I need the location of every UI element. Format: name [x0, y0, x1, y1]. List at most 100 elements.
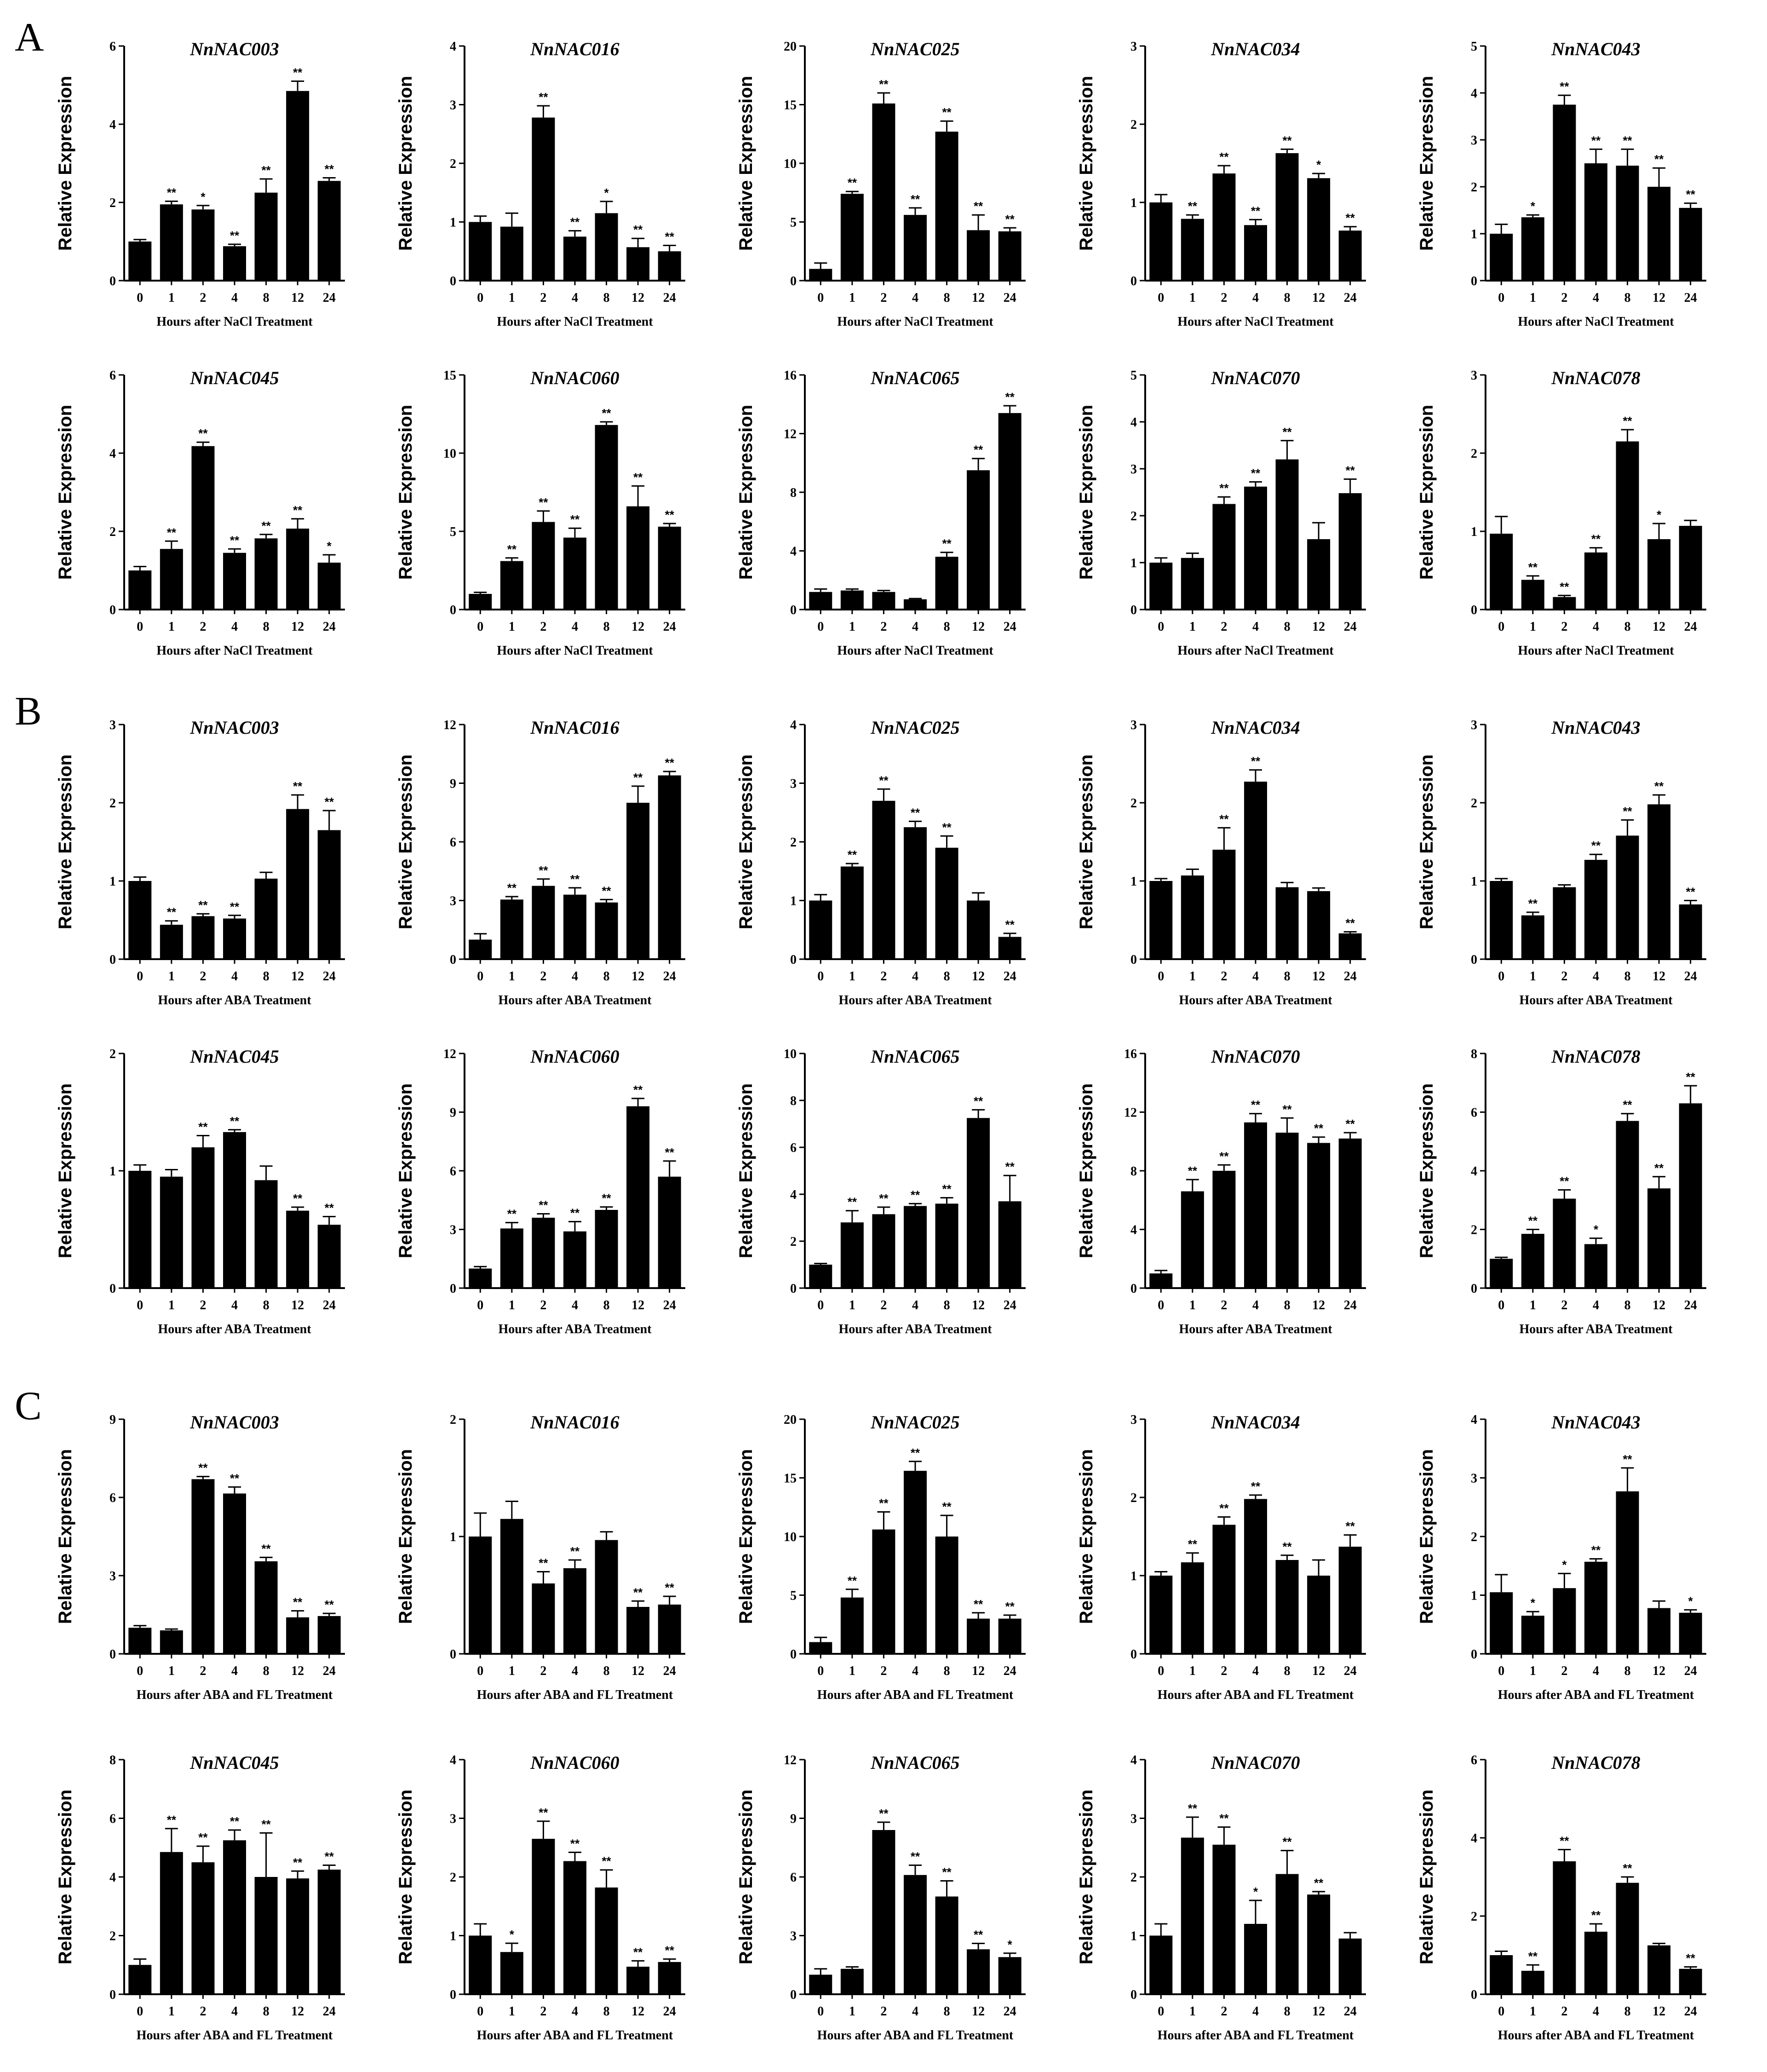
- significance-label: **: [507, 881, 517, 895]
- bar: [1244, 782, 1267, 959]
- bar: [563, 537, 586, 610]
- x-tick-label: 1: [509, 969, 515, 984]
- bar: [658, 251, 681, 281]
- significance-label: **: [570, 872, 580, 886]
- x-axis-label: Hours after ABA and FL Treatment: [1498, 1688, 1694, 1702]
- bar: [223, 246, 246, 281]
- y-tick-label: 4: [109, 1871, 116, 1885]
- significance-label: **: [293, 1855, 303, 1869]
- bar: [658, 1604, 681, 1654]
- significance-label: **: [293, 66, 303, 80]
- y-tick-label: 1: [450, 1929, 456, 1944]
- bar: [1553, 1198, 1576, 1288]
- y-tick-label: 1: [1471, 227, 1477, 242]
- bar: [469, 594, 492, 610]
- bar: [809, 592, 832, 610]
- x-tick-label: 24: [323, 1298, 336, 1312]
- y-tick-label: 0: [790, 603, 797, 617]
- x-tick-label: 24: [1344, 1664, 1357, 1678]
- x-tick-label: 2: [540, 2004, 546, 2019]
- y-axis-label: Relative Expression: [396, 76, 416, 251]
- significance-label: **: [1686, 1070, 1696, 1084]
- x-tick-label: 8: [1284, 1664, 1291, 1678]
- y-tick-label: 0: [450, 1988, 456, 2002]
- y-tick-label: 2: [1130, 1871, 1137, 1885]
- x-tick-label: 4: [912, 620, 918, 634]
- x-tick-label: 24: [1684, 291, 1697, 305]
- chart-title: NnNAC070: [1211, 1046, 1300, 1067]
- bar: [254, 1180, 278, 1288]
- y-tick-label: 0: [1130, 953, 1137, 967]
- bar: [254, 1877, 278, 1994]
- x-tick-label: 24: [663, 291, 676, 305]
- x-tick-label: 4: [231, 1298, 238, 1312]
- x-tick-label: 1: [1530, 969, 1536, 984]
- x-axis-label: Hours after ABA Treatment: [1519, 1322, 1673, 1336]
- bar: [500, 899, 523, 959]
- bar: [254, 192, 278, 281]
- significance-label: **: [1251, 1098, 1261, 1112]
- significance-label: **: [665, 508, 675, 522]
- bar: [1275, 1874, 1299, 1994]
- y-axis-label: Relative Expression: [55, 405, 75, 580]
- bar: [1212, 504, 1236, 610]
- bar: [904, 1875, 927, 1994]
- y-tick-label: 10: [784, 1047, 797, 1061]
- y-tick-label: 0: [1130, 1647, 1137, 1662]
- bar: [191, 209, 215, 281]
- bar: [1181, 219, 1204, 281]
- bar: [469, 939, 492, 959]
- y-tick-label: 0: [1130, 1282, 1137, 1296]
- bar: [935, 1203, 958, 1288]
- significance-label: *: [1531, 1596, 1536, 1610]
- bar: [1244, 486, 1267, 610]
- x-axis-label: Hours after ABA and FL Treatment: [817, 1688, 1014, 1702]
- chart-title: NnNAC043: [1551, 1412, 1640, 1433]
- x-tick-label: 12: [972, 1298, 985, 1312]
- bar: [1181, 1191, 1204, 1288]
- bar: [254, 1561, 278, 1654]
- y-tick-label: 2: [109, 196, 116, 210]
- x-tick-label: 4: [912, 291, 918, 305]
- significance-label: **: [879, 77, 889, 91]
- x-tick-label: 2: [200, 1298, 206, 1312]
- bar: [286, 1210, 310, 1288]
- chart-title: NnNAC060: [530, 1752, 619, 1773]
- x-tick-label: 0: [1498, 291, 1504, 305]
- bar: [1584, 163, 1607, 281]
- x-tick-label: 4: [231, 2004, 238, 2019]
- x-tick-label: 0: [477, 969, 483, 984]
- bar: [658, 1962, 681, 1994]
- x-tick-label: 1: [168, 2004, 175, 2019]
- y-tick-label: 15: [443, 368, 456, 383]
- chart-title: NnNAC045: [189, 1046, 279, 1067]
- chart-title: NnNAC060: [530, 368, 619, 388]
- x-axis-label: Hours after ABA and FL Treatment: [477, 1688, 673, 1702]
- significance-label: **: [1560, 80, 1569, 93]
- bar: [1338, 933, 1362, 959]
- y-tick-label: 5: [1471, 40, 1477, 54]
- x-tick-label: 4: [1252, 620, 1259, 634]
- significance-label: **: [1346, 1117, 1355, 1131]
- y-axis-label: Relative Expression: [1076, 405, 1096, 580]
- significance-label: **: [198, 1830, 208, 1844]
- bar: [1149, 563, 1173, 610]
- y-tick-label: 0: [790, 274, 797, 288]
- significance-label: **: [325, 1850, 334, 1864]
- x-tick-label: 2: [1561, 969, 1567, 984]
- bar: [128, 881, 152, 959]
- x-tick-label: 0: [1498, 620, 1504, 634]
- significance-label: **: [1282, 1835, 1292, 1849]
- y-tick-label: 3: [109, 1569, 116, 1583]
- significance-label: **: [1282, 133, 1292, 147]
- bar: [286, 1878, 310, 1994]
- y-axis-label: Relative Expression: [396, 1083, 416, 1258]
- x-tick-label: 24: [323, 291, 336, 305]
- x-tick-label: 8: [944, 291, 950, 305]
- bar: [317, 563, 341, 610]
- x-tick-label: 12: [291, 291, 304, 305]
